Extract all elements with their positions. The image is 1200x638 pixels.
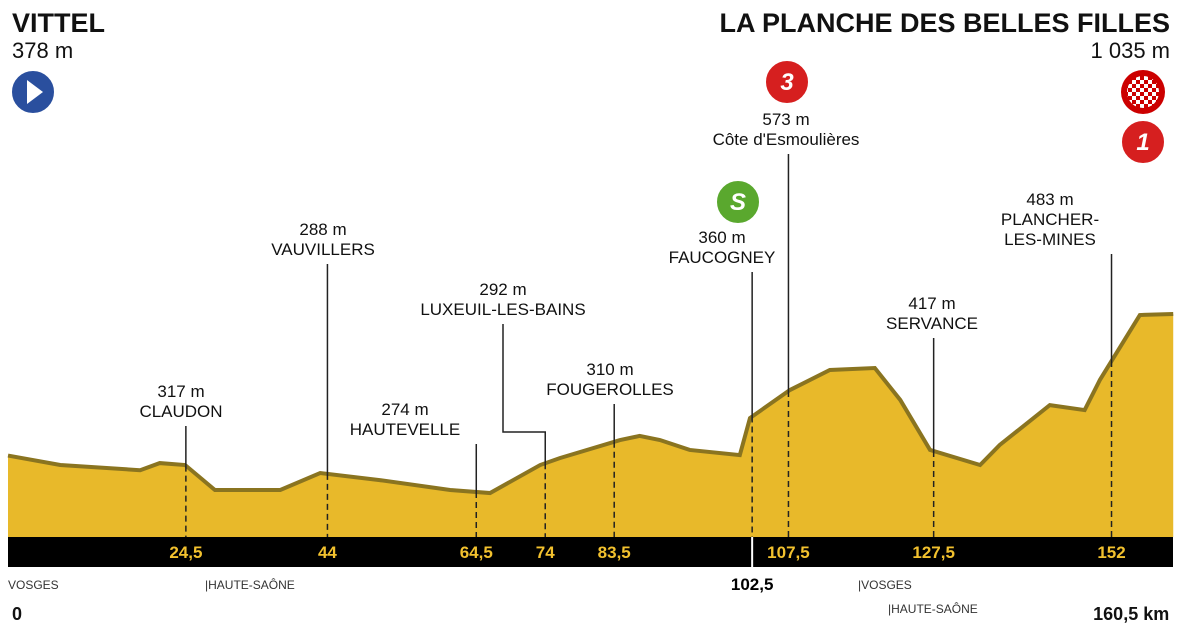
finish-name: LA PLANCHE DES BELLES FILLES [719, 8, 1170, 38]
waypoint-name: Côte d'Esmoulières [712, 130, 860, 149]
badge-label: 1 [1136, 129, 1149, 156]
waypoint-altitude: 317 m [157, 382, 205, 401]
terrain-fill [8, 313, 1174, 537]
badge [715, 179, 761, 225]
waypoint-name: FAUCOGNEY [668, 248, 776, 267]
department-label: |HAUTE-SAÔNE [205, 578, 295, 592]
waypoint-name: LUXEUIL-LES-BAINS [420, 300, 586, 319]
department-label: |VOSGES [858, 578, 912, 592]
waypoint-altitude: 310 m [586, 360, 634, 379]
km-label: 127,5 [912, 543, 955, 562]
waypoint-name: SERVANCE [886, 314, 978, 333]
finish-altitude: 1 035 m [1090, 38, 1171, 63]
start-name: VITTEL [12, 8, 105, 38]
waypoint-altitude: 360 m [698, 228, 746, 247]
km-label: 83,5 [598, 543, 631, 562]
badge [1120, 119, 1166, 165]
km-label: 44 [318, 543, 337, 562]
waypoint-name: FOUGEROLLES [546, 380, 674, 399]
km-label: 152 [1097, 543, 1125, 562]
distance-total: 160,5 km [1093, 604, 1169, 624]
waypoint-altitude: 573 m [762, 110, 810, 129]
distance-start: 0 [12, 604, 22, 624]
distance-bar [8, 537, 1173, 567]
finish-flag-check [1127, 76, 1159, 108]
start-arrow [27, 80, 43, 104]
badge-label: S [730, 189, 746, 216]
km-label: 102,5 [731, 575, 774, 594]
waypoint-altitude: 417 m [908, 294, 956, 313]
leader-line [502, 324, 546, 464]
km-label: 74 [536, 543, 555, 562]
waypoint-altitude: 274 m [381, 400, 429, 419]
start-altitude: 378 m [12, 38, 74, 63]
department-label: VOSGES [8, 578, 59, 592]
km-label: 64,5 [460, 543, 493, 562]
badge-label: 3 [780, 69, 794, 96]
waypoint-name: CLAUDON [139, 402, 223, 421]
km-label: 107,5 [767, 543, 810, 562]
waypoint-name: VAUVILLERS [271, 240, 375, 259]
elevation-profile [7, 311, 1174, 496]
waypoint-name: HAUTEVELLE [349, 420, 461, 439]
badge [764, 59, 810, 105]
waypoint-altitude: 288 m [299, 220, 347, 239]
waypoint-altitude: 483 m [1026, 190, 1074, 209]
km-label: 24,5 [169, 543, 202, 562]
waypoint-altitude: 292 m [479, 280, 527, 299]
department-label: |HAUTE-SAÔNE [888, 602, 978, 616]
waypoint-name: PLANCHER- LES-MINES [1000, 210, 1100, 249]
